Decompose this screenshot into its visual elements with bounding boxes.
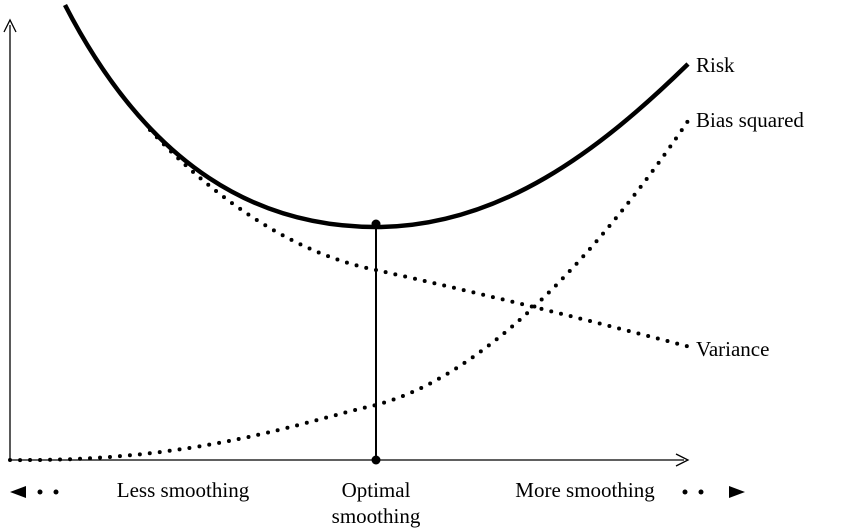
- optimal-point: [371, 219, 381, 229]
- risk-label: Risk: [696, 53, 735, 77]
- right-arrow: [729, 486, 745, 498]
- left-arrow-dot: [37, 489, 43, 495]
- y-axis-arrow: [3, 18, 17, 33]
- optimal-label: Optimal: [342, 478, 411, 502]
- optimal-point: [371, 455, 381, 465]
- left-arrow-dot: [53, 489, 59, 495]
- x-axis-arrow: [675, 453, 690, 467]
- bias-curve: [8, 116, 692, 463]
- variance-curve: [148, 128, 692, 349]
- optimal-label: smoothing: [332, 504, 421, 528]
- left-arrow: [10, 486, 26, 498]
- less-label: Less smoothing: [117, 478, 250, 502]
- more-label: More smoothing: [515, 478, 655, 502]
- risk-curve: [63, 3, 690, 230]
- bias-label: Bias squared: [696, 108, 804, 132]
- right-arrow-dot: [682, 489, 688, 495]
- variance-label: Variance: [696, 337, 769, 361]
- right-arrow-dot: [698, 489, 704, 495]
